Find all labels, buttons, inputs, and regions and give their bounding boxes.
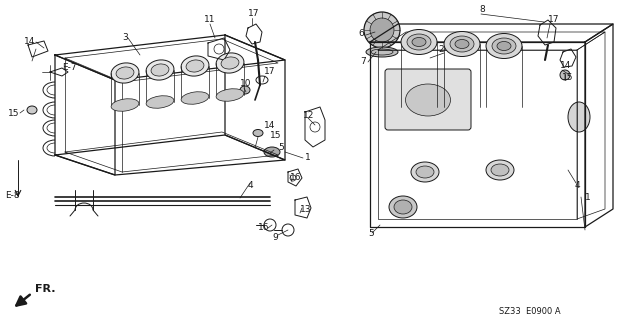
Ellipse shape xyxy=(186,60,204,72)
Text: 5: 5 xyxy=(278,144,284,152)
Text: 17: 17 xyxy=(248,9,259,18)
Ellipse shape xyxy=(116,67,134,79)
Text: 16: 16 xyxy=(258,224,269,233)
Text: 7: 7 xyxy=(360,57,365,66)
Ellipse shape xyxy=(401,29,437,55)
Ellipse shape xyxy=(492,38,516,54)
Text: 2: 2 xyxy=(438,46,444,55)
Ellipse shape xyxy=(221,57,239,69)
Text: 14: 14 xyxy=(24,38,35,47)
Ellipse shape xyxy=(151,64,169,76)
Text: 16: 16 xyxy=(290,174,301,182)
Ellipse shape xyxy=(146,96,174,108)
Text: 12: 12 xyxy=(303,110,314,120)
Ellipse shape xyxy=(389,196,417,218)
Text: 6: 6 xyxy=(358,28,364,38)
Text: 4: 4 xyxy=(248,181,253,189)
Text: FR.: FR. xyxy=(35,284,56,294)
Ellipse shape xyxy=(455,40,469,48)
Text: 13: 13 xyxy=(300,205,312,214)
Text: 4: 4 xyxy=(575,181,580,189)
Ellipse shape xyxy=(450,36,474,52)
Text: 14: 14 xyxy=(560,62,572,70)
Ellipse shape xyxy=(416,166,434,178)
Ellipse shape xyxy=(444,32,480,56)
Ellipse shape xyxy=(412,38,426,47)
Text: E-7: E-7 xyxy=(62,63,77,72)
Ellipse shape xyxy=(264,147,280,157)
Text: 8: 8 xyxy=(479,5,484,14)
Ellipse shape xyxy=(568,102,590,132)
Ellipse shape xyxy=(27,106,37,114)
Text: 5: 5 xyxy=(368,228,374,238)
Text: 17: 17 xyxy=(548,16,559,25)
Text: 1: 1 xyxy=(585,194,591,203)
Text: 14: 14 xyxy=(264,122,275,130)
Text: 17: 17 xyxy=(264,68,275,77)
Text: E-8: E-8 xyxy=(5,190,20,199)
Circle shape xyxy=(370,18,394,42)
Ellipse shape xyxy=(486,160,514,180)
Ellipse shape xyxy=(181,92,209,104)
Ellipse shape xyxy=(394,200,412,214)
Text: SZ33  E0900 A: SZ33 E0900 A xyxy=(499,307,561,315)
Ellipse shape xyxy=(497,41,511,50)
FancyBboxPatch shape xyxy=(385,69,471,130)
Text: 15: 15 xyxy=(562,73,573,83)
Ellipse shape xyxy=(240,86,250,94)
Ellipse shape xyxy=(146,60,174,80)
Ellipse shape xyxy=(253,130,263,137)
Ellipse shape xyxy=(486,33,522,58)
Ellipse shape xyxy=(407,34,431,50)
Text: 3: 3 xyxy=(122,33,128,41)
Text: 15: 15 xyxy=(8,108,19,117)
Ellipse shape xyxy=(216,89,244,101)
Text: 9: 9 xyxy=(272,234,278,242)
Ellipse shape xyxy=(406,84,451,116)
Text: 11: 11 xyxy=(204,16,216,25)
Ellipse shape xyxy=(491,164,509,176)
Circle shape xyxy=(364,12,400,48)
Circle shape xyxy=(560,70,570,80)
Text: 15: 15 xyxy=(270,130,282,139)
Ellipse shape xyxy=(111,63,139,83)
Text: 10: 10 xyxy=(240,79,252,88)
Ellipse shape xyxy=(216,53,244,73)
Ellipse shape xyxy=(366,47,398,57)
Ellipse shape xyxy=(411,162,439,182)
Ellipse shape xyxy=(181,56,209,76)
Text: 1: 1 xyxy=(305,153,311,162)
Ellipse shape xyxy=(111,99,139,111)
